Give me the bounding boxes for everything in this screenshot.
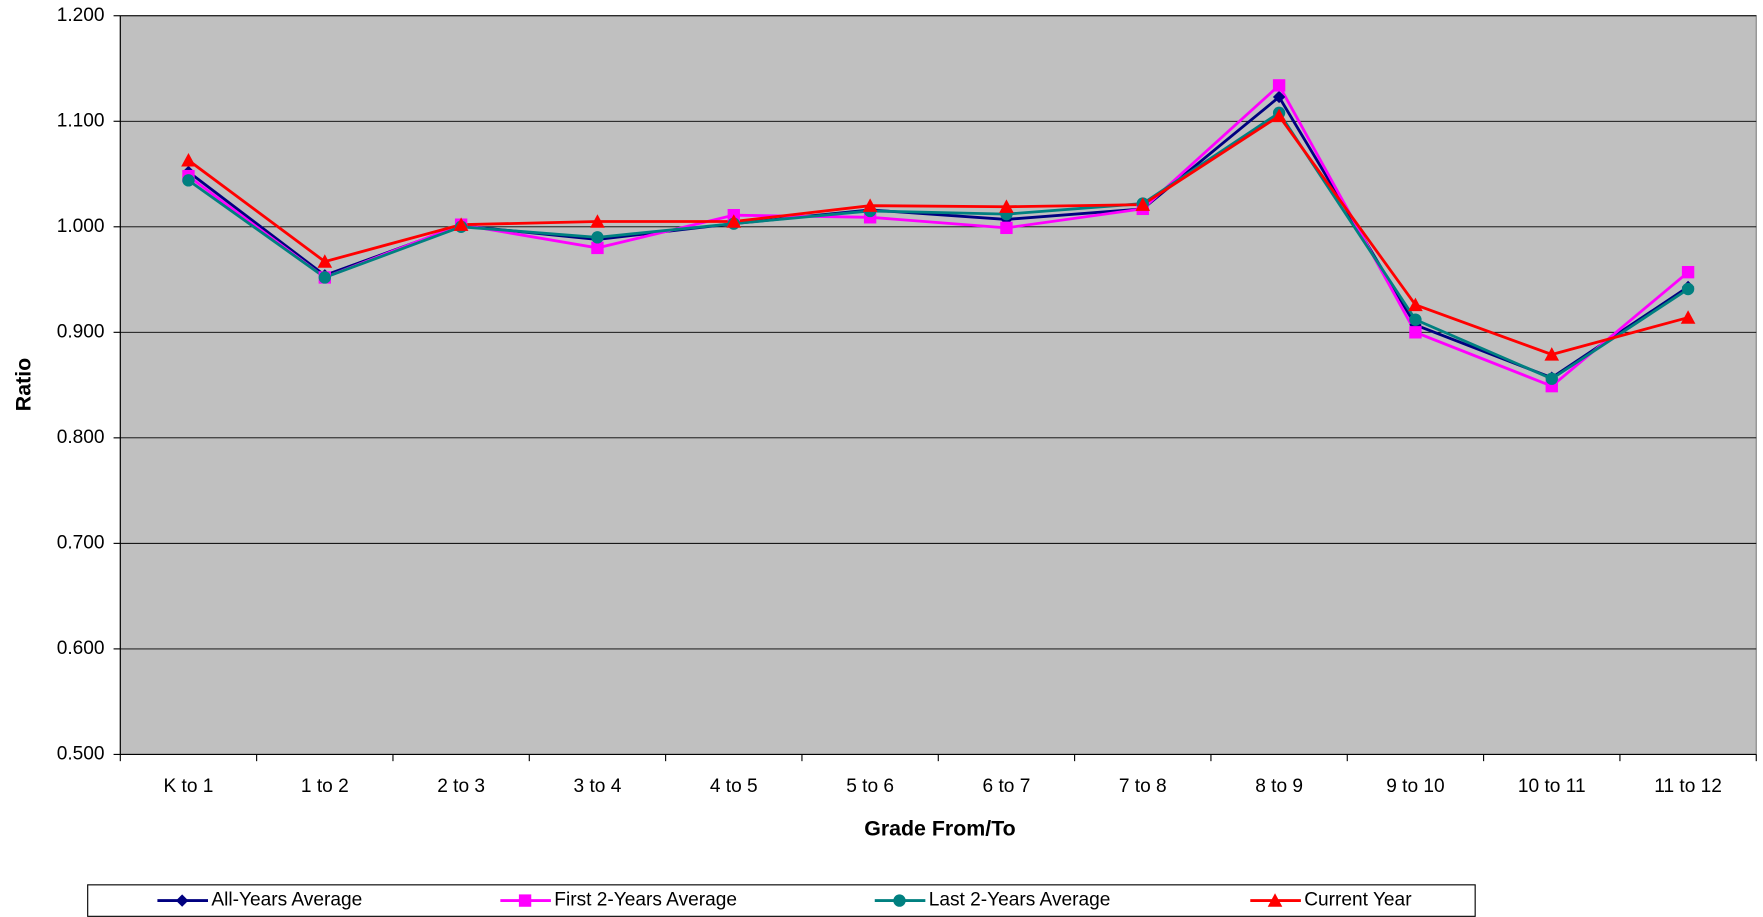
x-tick-label: K to 1 [164, 776, 214, 797]
x-tick-label: 9 to 10 [1386, 776, 1444, 797]
marker [1000, 221, 1013, 235]
marker [1272, 90, 1286, 104]
y-tick-label: 0.700 [57, 532, 105, 553]
series-line [187, 83, 1689, 388]
y-tick-label: 0.500 [57, 743, 105, 764]
marker [175, 894, 189, 907]
y-axis-title: Ratio [11, 358, 35, 411]
legend-label: All-Years Average [211, 890, 362, 911]
marker [1272, 79, 1286, 92]
plot-area [119, 15, 1757, 755]
x-axis-title: Grade From/To [864, 816, 1016, 840]
marker [726, 214, 742, 228]
legend-label: Current Year [1304, 890, 1412, 911]
series-line [187, 110, 1689, 381]
marker [453, 217, 469, 231]
marker [1681, 282, 1695, 296]
marker [317, 254, 333, 268]
marker [862, 198, 878, 212]
marker [1681, 265, 1695, 279]
legend-label: Last 2-Years Average [929, 890, 1111, 911]
marker [1409, 313, 1422, 326]
x-tick-label: 4 to 5 [710, 776, 758, 797]
x-tick-label: 3 to 4 [574, 776, 622, 797]
legend [87, 884, 1476, 917]
series-line [187, 114, 1689, 356]
y-tick-label: 1.100 [57, 110, 105, 131]
marker [999, 199, 1014, 213]
marker [1545, 372, 1558, 385]
marker [518, 894, 532, 907]
marker [1271, 108, 1287, 123]
marker [590, 214, 605, 228]
marker [318, 271, 331, 284]
x-tick-label: 6 to 7 [983, 776, 1031, 797]
marker [1267, 893, 1283, 907]
x-tick-label: 11 to 12 [1654, 776, 1722, 797]
x-tick-label: 7 to 8 [1119, 776, 1167, 797]
x-tick-label: 5 to 6 [846, 776, 894, 797]
marker [1544, 347, 1560, 361]
marker [1409, 326, 1422, 339]
marker [182, 174, 195, 187]
y-tick-label: 0.900 [57, 321, 105, 342]
y-tick-label: 0.800 [57, 427, 105, 448]
marker [181, 153, 196, 167]
marker [591, 231, 604, 244]
x-tick-label: 1 to 2 [301, 776, 349, 797]
legend-label: First 2-Years Average [554, 890, 737, 911]
y-tick-label: 1.000 [57, 216, 105, 237]
x-tick-label: 8 to 9 [1255, 776, 1303, 797]
marker [1408, 297, 1423, 312]
x-tick-label: 2 to 3 [437, 776, 485, 797]
x-tick-label: 10 to 11 [1518, 776, 1586, 797]
marker [893, 894, 906, 907]
marker [1680, 310, 1696, 324]
y-tick-label: 1.200 [57, 5, 105, 26]
marker [591, 241, 604, 255]
marker [1135, 197, 1151, 211]
y-tick-label: 0.600 [57, 638, 105, 659]
